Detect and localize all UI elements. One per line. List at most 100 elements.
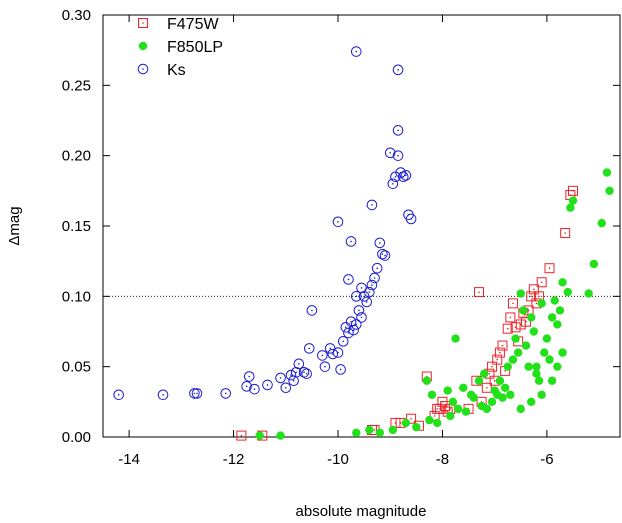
data-point-f850lp	[568, 196, 578, 205]
data-points	[113, 46, 614, 441]
data-point-ks	[366, 279, 378, 291]
y-tick-label: 0.15	[62, 218, 91, 235]
data-point-ks	[337, 336, 349, 347]
data-point-f850lp	[553, 320, 562, 329]
data-point-f850lp	[451, 334, 460, 343]
data-point-f850lp	[433, 418, 442, 428]
data-point-ks	[369, 272, 380, 284]
data-point-f850lp	[443, 386, 452, 395]
data-point-f850lp	[521, 341, 531, 350]
data-point-ks	[384, 147, 396, 159]
data-point-ks	[350, 319, 362, 330]
x-tick-label: -14	[118, 451, 140, 468]
data-point-f850lp	[446, 411, 455, 421]
data-point-f850lp	[516, 404, 525, 414]
data-point-f850lp	[511, 334, 520, 343]
data-point-f475w	[487, 361, 498, 372]
data-point-ks	[293, 358, 305, 370]
data-point-ks	[350, 291, 362, 302]
data-point-f850lp	[506, 390, 515, 399]
legend-item-f850lp: F850LP	[138, 39, 223, 56]
data-point-f850lp	[448, 397, 458, 407]
data-point-f475w	[481, 382, 492, 393]
data-point-f850lp	[558, 348, 567, 357]
data-point-ks	[345, 236, 357, 247]
data-point-f850lp	[550, 296, 559, 305]
data-point-f850lp	[412, 422, 421, 432]
data-point-f850lp	[401, 418, 411, 428]
data-point-f850lp	[482, 404, 492, 414]
data-point-ks	[397, 171, 409, 183]
data-point-f850lp	[589, 259, 599, 269]
data-point-f475w	[521, 316, 531, 327]
data-point-f475w	[526, 291, 537, 302]
data-point-f850lp	[605, 186, 614, 196]
data-point-ks	[392, 64, 404, 76]
legend-marker-f475w	[138, 18, 148, 28]
data-point-ks	[353, 305, 365, 316]
data-point-ks	[298, 366, 310, 378]
legend-item-ks: Ks	[137, 62, 186, 79]
legend-marker-ks	[137, 63, 149, 75]
data-point-ks	[280, 382, 292, 394]
data-point-ks	[220, 388, 232, 399]
data-point-ks	[400, 170, 412, 181]
data-point-ks	[371, 262, 383, 274]
data-point-f850lp	[602, 168, 612, 177]
data-point-ks	[392, 150, 404, 161]
data-point-f850lp	[540, 348, 549, 357]
data-point-f475w	[544, 263, 555, 274]
data-point-ks	[285, 369, 297, 381]
y-tick-label: 0.05	[62, 359, 91, 376]
data-point-ks	[301, 368, 312, 380]
data-point-f850lp	[375, 428, 384, 437]
y-tick-label: 0.30	[62, 7, 91, 24]
data-point-f850lp	[537, 390, 546, 399]
y-tick-label: 0.25	[62, 77, 91, 94]
y-axis-title: Δmag	[6, 206, 23, 245]
x-tick-label: -8	[436, 451, 449, 468]
data-point-f850lp	[495, 376, 505, 385]
data-point-f475w	[502, 323, 513, 334]
data-point-ks	[343, 274, 354, 285]
legend-label-f850lp: F850LP	[167, 39, 223, 56]
data-point-ks	[249, 383, 260, 395]
data-point-f850lp	[516, 289, 525, 298]
data-point-f850lp	[503, 362, 512, 371]
data-point-ks	[303, 343, 315, 354]
data-point-f850lp	[532, 362, 541, 371]
data-point-f850lp	[527, 313, 536, 322]
data-point-ks	[275, 372, 286, 384]
data-point-f475w	[474, 287, 484, 298]
data-point-ks	[319, 361, 331, 372]
data-point-ks	[348, 324, 359, 336]
data-point-f850lp	[555, 306, 565, 315]
data-point-ks	[191, 388, 203, 399]
data-point-ks	[189, 388, 200, 399]
data-point-ks	[366, 199, 378, 211]
x-axis-title: absolute magnitude	[296, 503, 427, 520]
data-point-f850lp	[534, 376, 544, 385]
x-tick-label: -12	[223, 451, 245, 468]
data-point-ks	[356, 282, 367, 294]
data-point-f850lp	[597, 218, 606, 228]
legend-symbol-f475w	[138, 18, 148, 28]
data-point-ks	[377, 248, 388, 260]
data-point-f850lp	[474, 376, 484, 385]
data-point-f850lp	[352, 428, 361, 437]
data-point-f850lp	[547, 313, 557, 322]
data-point-f850lp	[487, 397, 497, 407]
data-point-ks	[356, 312, 367, 323]
data-point-f850lp	[480, 369, 489, 378]
data-point-f475w	[505, 312, 516, 323]
data-point-f850lp	[558, 278, 567, 287]
data-point-f850lp	[422, 376, 431, 385]
data-point-f850lp	[461, 407, 471, 416]
data-point-f475w	[492, 354, 503, 365]
data-point-ks	[332, 347, 344, 358]
data-point-ks	[332, 216, 344, 228]
x-tick-label: -10	[327, 451, 349, 468]
legend-symbol-ks	[137, 63, 149, 75]
data-point-f850lp	[519, 306, 528, 315]
data-point-f850lp	[529, 327, 539, 336]
